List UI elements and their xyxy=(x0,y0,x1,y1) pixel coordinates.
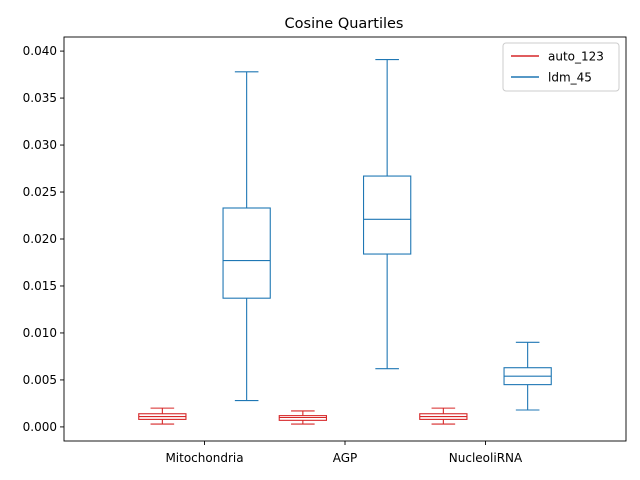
box-iqr xyxy=(362,175,412,255)
box-auto_123-Mitochondria xyxy=(138,407,187,425)
y-tick-label: 0.040 xyxy=(23,44,57,58)
box-auto_123-AGP xyxy=(278,410,328,425)
x-tick-label: AGP xyxy=(333,451,358,465)
legend: auto_123 ldm_45 xyxy=(502,42,620,92)
box-ldm_45-AGP xyxy=(362,58,412,370)
y-tick-label: 0.020 xyxy=(23,232,57,246)
y-tick-label: 0.015 xyxy=(23,279,57,293)
x-tick-label: Mitochondria xyxy=(165,451,243,465)
box-ldm_45-Mitochondria xyxy=(222,71,271,402)
box-ldm_45-NucleoliRNA xyxy=(503,341,552,411)
y-tick-label: 0.000 xyxy=(23,420,57,434)
box-iqr xyxy=(222,207,271,299)
y-tick-label: 0.035 xyxy=(23,91,57,105)
chart-title: Cosine Quartiles xyxy=(285,16,404,32)
y-tick-label: 0.025 xyxy=(23,185,57,199)
plot-area: 0.000 0.005 0.010 0.015 0.020 0.025 0.030 0.035… xyxy=(23,36,627,465)
y-tick-label: 0.005 xyxy=(23,373,57,387)
box-auto_123-NucleoliRNA xyxy=(419,407,468,425)
legend-label-ldm_45: ldm_45 xyxy=(548,71,592,85)
y-tick-label: 0.010 xyxy=(23,326,57,340)
legend-box xyxy=(502,42,620,92)
y-tick-label: 0.030 xyxy=(23,138,57,152)
legend-label-auto_123: auto_123 xyxy=(548,50,604,64)
x-tick-label: NucleoliRNA xyxy=(449,451,523,465)
